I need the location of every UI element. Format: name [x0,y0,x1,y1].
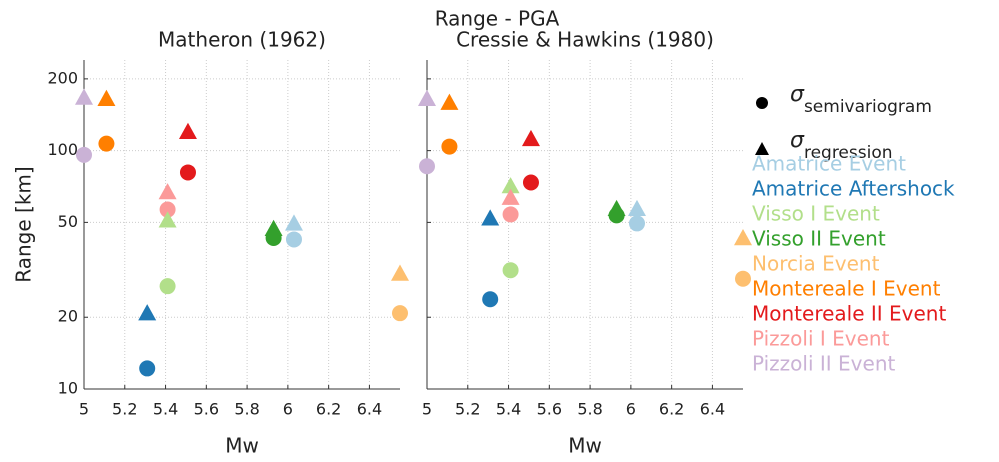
point [607,199,626,217]
panel-title: Matheron (1962) [158,28,326,52]
point [178,122,197,139]
x-tick-label: 5.6 [537,400,562,419]
point [628,215,645,232]
x-tick-label: 6.2 [659,400,684,419]
point [440,93,459,110]
x-tick-label: 6 [626,400,636,419]
legend-label: σregression [790,128,893,163]
x-axis-label: Mw [568,434,602,458]
point [391,264,409,281]
legend-marker [755,142,769,155]
point [97,89,116,106]
legend-entry: Amatrice Event [752,152,906,176]
point [179,164,196,181]
legend-entry: Visso II Event [752,227,886,251]
point [419,158,435,175]
point [501,177,520,194]
point [75,88,93,105]
point [627,199,646,217]
y-tick-label: 200 [47,68,78,87]
point [264,219,283,236]
point [521,129,540,147]
point [481,209,500,226]
legend-entry: Amatrice Aftershock [752,177,955,201]
legend-entry: Visso I Event [752,202,880,226]
x-tick-label: 6.4 [357,400,382,419]
point [98,135,115,152]
x-tick-label: 5.6 [194,400,219,419]
point [158,183,177,200]
x-tick-label: 5.8 [234,400,259,419]
point [284,214,303,231]
point [482,291,499,308]
point [502,262,519,279]
point [735,270,751,287]
point [138,304,157,321]
legend-entry: Pizzoli I Event [752,327,890,351]
point [418,89,436,106]
x-tick-label: 5 [422,400,432,419]
point [76,146,92,163]
legend-marker [756,97,768,109]
legend-subscript: semivariogram [804,97,932,117]
x-tick-label: 5.8 [577,400,602,419]
x-tick-label: 5.2 [455,400,480,419]
x-tick-label: 6 [283,400,293,419]
y-tick-label: 50 [58,212,78,231]
x-tick-label: 5.2 [112,400,137,419]
x-tick-label: 5.4 [496,400,521,419]
point [502,206,519,223]
point [501,188,520,205]
x-tick-label: 6.2 [316,400,341,419]
point [139,360,156,377]
legend-entry: Pizzoli II Event [752,352,895,376]
plot-area [427,60,743,389]
point [158,211,177,228]
y-tick-label: 100 [47,140,78,159]
x-axis-label: Mw [225,434,259,458]
legend-subscript: regression [804,143,893,163]
y-axis-label: Range [km] [12,166,36,282]
legend-entry: Norcia Event [752,252,880,276]
point [392,305,408,322]
legend-entry: Montereale II Event [752,302,946,326]
point [159,201,176,218]
x-tick-label: 6.4 [700,400,725,419]
panel-title: Cressie & Hawkins (1980) [456,28,714,52]
point [734,229,752,246]
point [159,278,176,295]
legend-symbol: σ [790,128,805,153]
figure-title: Range - PGA [435,7,560,31]
legend-symbol: σ [790,82,805,107]
legend-label: σsemivariogram [790,82,932,117]
plot-area [84,60,400,389]
y-tick-label: 20 [58,307,78,326]
x-tick-label: 5 [79,400,89,419]
point [522,174,539,191]
y-tick-label: 10 [58,379,78,398]
x-tick-label: 5.4 [153,400,178,419]
point [285,231,302,248]
legend-entry: Montereale I Event [752,277,941,301]
point [441,138,458,155]
